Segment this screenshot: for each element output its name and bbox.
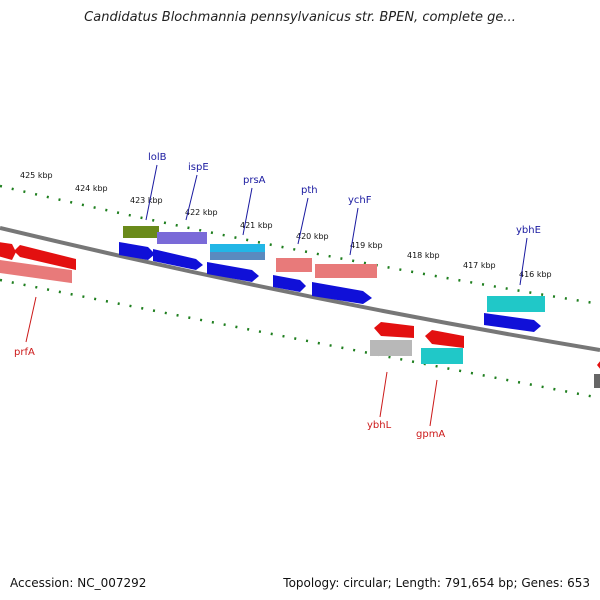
gene-feature: [276, 258, 312, 272]
forward-genes: [0, 226, 545, 332]
gene-feature: [597, 361, 600, 369]
gene-feature: [370, 340, 412, 356]
gene-label-forward: ispE: [188, 162, 209, 173]
tick-label: 419 kbp: [350, 241, 383, 250]
gene-label-reverse: ybhL: [367, 420, 392, 431]
gene-label-forward: lolB: [148, 152, 167, 163]
gene-label-forward: pth: [301, 185, 318, 196]
label-leaders: [25, 164, 528, 427]
reverse-genes: [370, 322, 600, 388]
gene-label-reverse: prfA: [14, 347, 35, 358]
tick-label: 425 kbp: [20, 171, 53, 180]
gene-feature: [153, 249, 203, 270]
gene-feature: [425, 330, 464, 348]
topology-summary: Topology: circular; Length: 791,654 bp; …: [283, 576, 590, 590]
tick-label: 424 kbp: [75, 184, 108, 193]
gene-feature: [210, 252, 265, 260]
gene-feature: [14, 245, 76, 270]
tick-label: 423 kbp: [130, 196, 163, 205]
gene-feature: [594, 374, 600, 388]
gene-feature: [119, 242, 155, 260]
tick-label: 420 kbp: [296, 232, 329, 241]
gene-label-forward: prsA: [243, 175, 266, 186]
gene-feature: [0, 242, 16, 260]
tick-label: 416 kbp: [519, 270, 552, 279]
gene-label-reverse: gpmA: [416, 429, 445, 440]
gene-feature: [312, 282, 372, 304]
gene-feature: [123, 226, 159, 238]
gene-feature: [210, 244, 265, 254]
gene-feature: [0, 260, 72, 284]
gene-label-forward: ychF: [348, 195, 372, 206]
gene-feature: [273, 275, 306, 292]
tick-label: 421 kbp: [240, 221, 273, 230]
inner-tick-track: [0, 278, 600, 400]
accession-text: Accession: NC_007292: [10, 576, 147, 590]
gene-feature: [484, 313, 541, 332]
tick-label: 422 kbp: [185, 208, 218, 217]
map-title: Candidatus Blochmannia pennsylvanicus st…: [84, 10, 516, 25]
genome-backbone: [0, 226, 600, 352]
gene-label-forward: ybhE: [516, 225, 541, 236]
gene-feature: [207, 262, 259, 282]
gene-feature: [421, 348, 463, 364]
tick-label: 417 kbp: [463, 261, 496, 270]
gene-feature: [487, 296, 545, 312]
tick-label: 418 kbp: [407, 251, 440, 260]
gene-feature: [374, 322, 414, 338]
gene-feature: [315, 264, 377, 278]
gene-feature: [157, 232, 207, 244]
